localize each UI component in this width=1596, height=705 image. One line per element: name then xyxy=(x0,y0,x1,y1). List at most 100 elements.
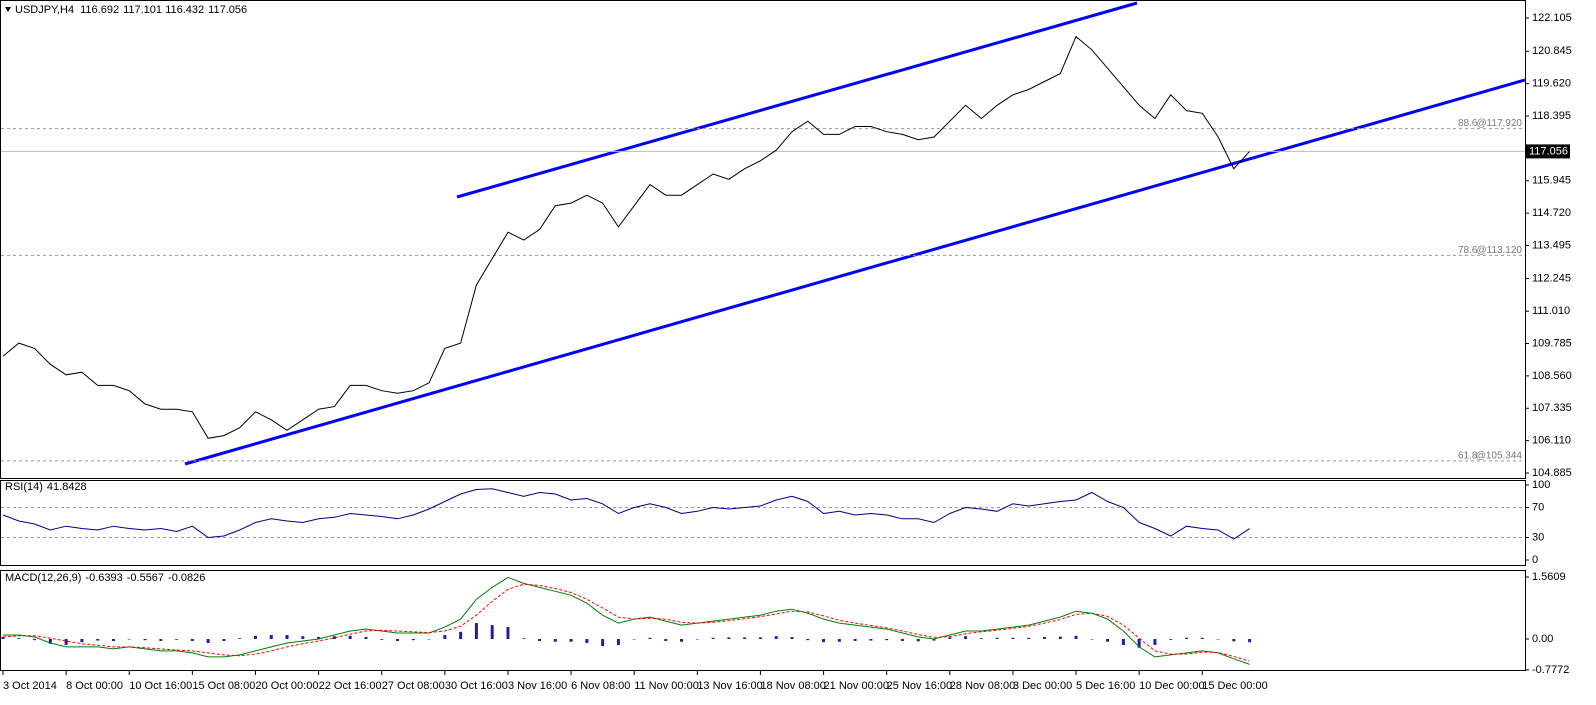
histogram-bar xyxy=(822,638,826,643)
histogram-bar xyxy=(995,637,999,639)
rsi-panel xyxy=(0,480,1526,566)
histogram-bar xyxy=(885,638,889,641)
x-tick-label: 15 Oct 08:00 xyxy=(192,680,255,692)
histogram-bar xyxy=(1090,638,1094,640)
histogram-bar xyxy=(48,638,52,644)
low: 116.432 xyxy=(165,4,204,16)
macd-value: -0.6393 xyxy=(85,572,122,584)
macd-line xyxy=(3,576,1250,665)
macd-header: MACD(12,26,9) -0.6393 -0.5567 -0.0826 xyxy=(5,572,205,584)
histogram-bar xyxy=(1074,635,1078,639)
signal-value: -0.5567 xyxy=(127,572,164,584)
histogram-bar xyxy=(380,638,384,640)
histogram-bar xyxy=(695,638,699,640)
histogram-bar xyxy=(285,635,289,639)
x-tick-label: 20 Oct 00:00 xyxy=(255,680,318,692)
y-tick-label: 114.720 xyxy=(1532,207,1571,219)
histogram-bar xyxy=(33,638,37,641)
histogram-bar xyxy=(837,638,841,642)
histogram-bar xyxy=(111,638,115,641)
y-tick-label: 118.395 xyxy=(1532,110,1571,122)
histogram-bar xyxy=(790,636,794,639)
histogram-bar xyxy=(443,635,447,639)
x-tick-label: 13 Nov 16:00 xyxy=(697,680,762,692)
price-header: USDJPY,H4 116.692 117.101 116.432 117.056 xyxy=(15,4,247,16)
histogram-bar xyxy=(222,638,226,641)
histogram-bar xyxy=(206,638,210,643)
y-tick-label: 0.00 xyxy=(1532,633,1553,645)
current-price-box xyxy=(1526,144,1570,159)
histogram-bar xyxy=(143,638,147,641)
rsi-header: RSI(14) 41.8428 xyxy=(5,481,87,493)
histogram-bar xyxy=(1137,638,1141,648)
histogram-bar xyxy=(127,638,131,640)
histogram-bar xyxy=(538,638,542,641)
histogram-bar xyxy=(238,638,242,639)
y-tick-label: 113.495 xyxy=(1532,239,1571,251)
y-tick-label: 111.010 xyxy=(1532,305,1570,317)
y-tick-label: 120.845 xyxy=(1532,45,1572,57)
menu-icon xyxy=(5,7,11,12)
level-price: @113.120 xyxy=(1476,245,1522,256)
level-name: 61.8 xyxy=(1458,451,1478,462)
histogram-bar xyxy=(1042,636,1046,639)
channel-line xyxy=(184,78,1526,466)
level-price: @117.920 xyxy=(1476,118,1522,129)
x-tick-label: 10 Oct 16:00 xyxy=(129,680,192,692)
y-tick-label: 1.5609 xyxy=(1532,571,1566,583)
histogram-bar xyxy=(932,638,936,641)
histogram-bar xyxy=(490,625,494,639)
histogram-bar xyxy=(411,638,415,641)
high: 117.101 xyxy=(123,4,162,16)
x-tick-label: 5 Dec 16:00 xyxy=(1076,680,1135,692)
histogram-bar xyxy=(1185,637,1188,639)
level-price: @105.344 xyxy=(1476,451,1523,462)
histogram-bar xyxy=(1121,638,1125,645)
histogram-bar xyxy=(1248,638,1252,643)
symbol: USDJPY,H4 xyxy=(15,4,74,16)
x-tick-label: 28 Nov 08:00 xyxy=(950,680,1015,692)
histogram-bar xyxy=(1200,637,1204,639)
histogram-bar xyxy=(774,636,778,639)
histogram-bar xyxy=(1232,638,1236,642)
histogram-bar xyxy=(396,638,399,641)
x-tick-label: 3 Nov 16:00 xyxy=(508,680,567,692)
histogram-bar xyxy=(569,638,573,642)
histogram-bar xyxy=(80,638,84,643)
histogram-bar xyxy=(869,638,873,641)
x-tick-label: 8 Oct 00:00 xyxy=(66,680,123,692)
histogram-bar xyxy=(616,638,620,645)
histogram-bar xyxy=(190,638,194,641)
histogram-bar xyxy=(522,638,526,639)
series-line xyxy=(2,488,1250,540)
open: 116.692 xyxy=(80,4,119,16)
histogram-bar xyxy=(806,638,810,641)
histogram-bar xyxy=(979,638,983,639)
y-tick-label: 115.945 xyxy=(1532,175,1571,187)
histogram-bar xyxy=(1058,636,1062,639)
hist-value: -0.0826 xyxy=(168,572,205,584)
histogram-bar xyxy=(364,636,368,639)
level-name: 88.6 xyxy=(1458,118,1478,129)
macd-title: MACD(12,26,9) xyxy=(5,572,81,584)
histogram-bar xyxy=(553,638,557,642)
histogram-bar xyxy=(900,638,904,641)
y-tick-label: 122.105 xyxy=(1532,12,1572,24)
histogram-bar xyxy=(253,635,257,639)
histogram-bar xyxy=(1216,638,1220,640)
histogram-bar xyxy=(948,637,952,639)
series-line xyxy=(2,35,1250,439)
histogram-bar xyxy=(758,637,762,639)
histogram-bar xyxy=(506,627,510,639)
y-tick-label: 119.620 xyxy=(1532,78,1571,90)
x-tick-label: 6 Nov 08:00 xyxy=(571,680,630,692)
y-tick-label: 0 xyxy=(1532,554,1538,566)
histogram-bar xyxy=(348,635,352,639)
y-tick-label: 109.785 xyxy=(1532,337,1572,349)
histogram-bar xyxy=(269,635,273,639)
histogram-bar xyxy=(680,638,684,642)
x-tick-label: 22 Oct 16:00 xyxy=(319,680,382,692)
histogram-bar xyxy=(17,638,21,639)
channel-line xyxy=(456,1,1138,199)
